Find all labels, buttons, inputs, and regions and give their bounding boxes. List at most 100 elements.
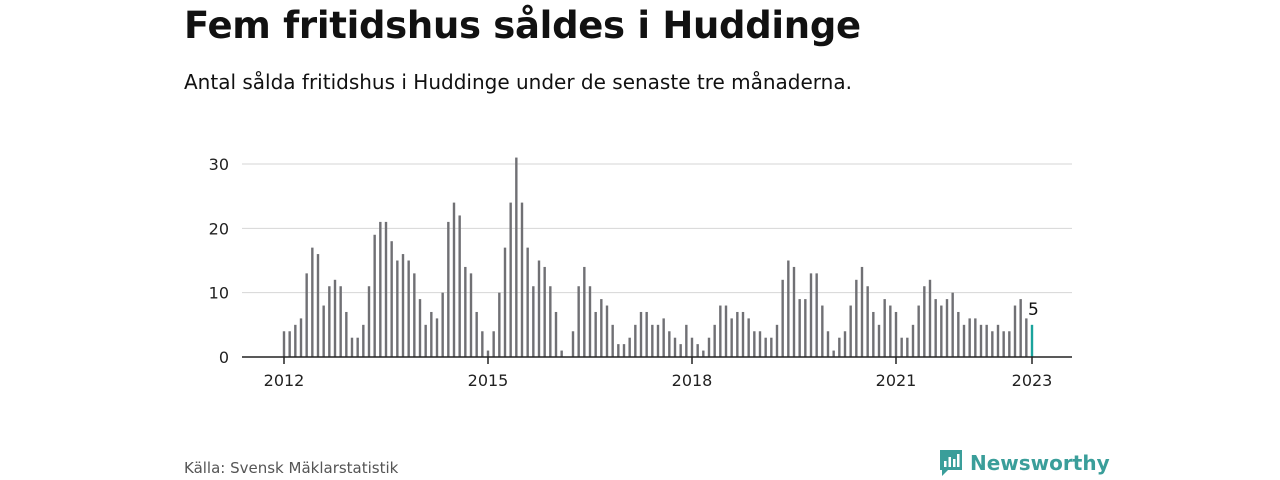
bar: [690, 337, 694, 357]
bar: [1019, 299, 1022, 357]
bar: [299, 318, 303, 357]
bar: [549, 286, 552, 357]
bar: [685, 324, 688, 357]
bar: [787, 260, 790, 357]
bar: [906, 337, 909, 357]
bar: [600, 299, 603, 357]
bar: [968, 318, 971, 357]
brand-name: Newsworthy: [970, 451, 1110, 475]
y-tick-label: 10: [209, 284, 229, 303]
y-tick-label: 20: [209, 219, 229, 238]
bar: [651, 324, 654, 357]
bar: [594, 311, 597, 357]
y-tick-label: 30: [209, 155, 229, 174]
bar: [730, 318, 733, 357]
bar: [486, 350, 490, 357]
chart-title: Fem fritidshus såldes i Huddinge: [184, 4, 861, 47]
bar: [809, 273, 813, 357]
bar: [639, 311, 643, 357]
bar: [622, 344, 626, 357]
bar: [866, 286, 869, 357]
bar: [872, 311, 875, 357]
bar: [634, 324, 637, 357]
bar: [934, 299, 937, 357]
y-tick-label: 0: [219, 348, 229, 367]
bar: [843, 331, 847, 357]
bar: [645, 311, 648, 357]
bar: [707, 337, 711, 357]
bar: [957, 311, 960, 357]
bar: [741, 311, 745, 357]
bar: [826, 331, 830, 357]
bar: [532, 286, 535, 357]
axes: 0 10 20 30 5 2012 2015 2018 2021 2023: [209, 155, 1072, 390]
bar: [492, 331, 495, 357]
bar: [379, 221, 382, 357]
bar: [662, 318, 665, 357]
bar: [770, 337, 773, 357]
bar: [430, 311, 433, 357]
bar: [962, 324, 966, 357]
bar: [515, 157, 518, 357]
bar: [724, 305, 728, 357]
bar: [979, 324, 983, 357]
bar: [583, 266, 586, 357]
source-note: Källa: Svensk Mäklarstatistik: [184, 459, 399, 477]
bar: [781, 279, 784, 357]
brand-logo: Newsworthy: [938, 448, 1110, 478]
bar: [1008, 331, 1011, 357]
bar: [305, 273, 308, 357]
bar: [894, 311, 898, 357]
bar: [577, 286, 580, 357]
bar: [543, 266, 546, 357]
bar: [390, 241, 393, 357]
bar: [316, 254, 320, 357]
x-tick-label: 2021: [876, 371, 917, 390]
bar: [883, 299, 886, 357]
bar: [554, 311, 558, 357]
bar: [413, 273, 416, 357]
bar: [424, 324, 427, 357]
bar: [469, 273, 473, 357]
bar: [838, 337, 841, 357]
bar: [441, 292, 444, 357]
bar: [815, 273, 818, 357]
bar: [605, 305, 609, 357]
bar: [611, 324, 614, 357]
bar: [418, 299, 422, 357]
newsworthy-logo-icon: [940, 450, 962, 476]
bar: [798, 299, 801, 357]
x-tick-label: 2015: [468, 371, 509, 390]
bar: [928, 279, 932, 357]
bar: [889, 305, 892, 357]
bar: [832, 350, 835, 357]
bar: [1002, 331, 1005, 357]
bar: [996, 324, 1000, 357]
bar: [447, 221, 450, 357]
bar: [713, 324, 716, 357]
bar: [679, 344, 682, 357]
bar: [758, 331, 762, 357]
bar: [481, 331, 484, 357]
bar: [526, 247, 529, 357]
bar: [503, 247, 507, 357]
bar: [1025, 318, 1028, 357]
x-tick-label: 2012: [264, 371, 305, 390]
bar: [384, 221, 388, 357]
bar: [855, 279, 858, 357]
bar: [951, 292, 954, 357]
bar: [923, 286, 926, 357]
bar: [464, 266, 467, 357]
bar: [588, 286, 592, 357]
bar: [1013, 305, 1017, 357]
bar: [339, 286, 342, 357]
bar: [294, 324, 297, 357]
bar: [668, 331, 671, 357]
bar: [396, 260, 399, 357]
chart-subtitle: Antal sålda fritidshus i Huddinge under …: [184, 70, 852, 94]
bar: [747, 318, 750, 357]
bar: [498, 292, 501, 357]
bar: [475, 311, 478, 357]
bar: [350, 337, 354, 357]
bar: [628, 337, 631, 357]
